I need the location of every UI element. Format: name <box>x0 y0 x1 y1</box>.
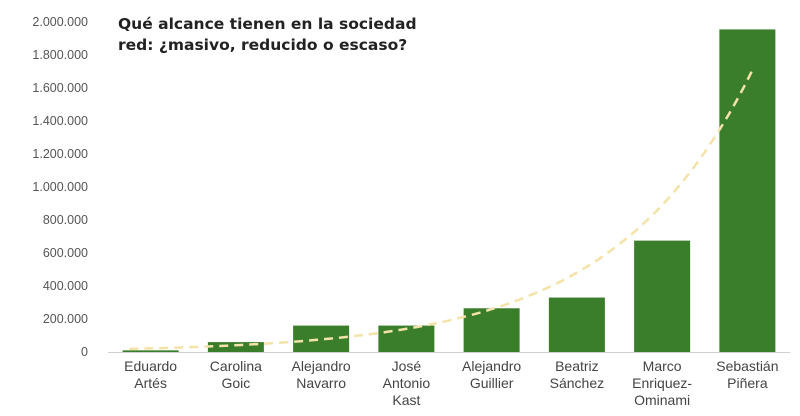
x-tick-label: Beatriz Sánchez <box>550 358 604 391</box>
y-tick-label: 200.000 <box>43 312 88 326</box>
x-tick-label: Marco Enriquez-Ominami <box>632 358 692 408</box>
y-axis: 0 200.000 400.000 600.000 800.000 1.000.000 1.… <box>32 15 88 359</box>
bar <box>634 240 691 352</box>
y-tick-label: 400.000 <box>43 279 88 293</box>
y-tick-label: 600.000 <box>43 246 88 260</box>
bar <box>122 350 179 352</box>
bars <box>122 29 776 353</box>
trendline-group <box>129 71 753 351</box>
x-tick-label: Sebastián Piñera <box>716 358 778 391</box>
bar <box>548 297 605 352</box>
bar <box>719 29 776 353</box>
x-tick-label: Eduardo Artés <box>124 358 177 391</box>
x-tick-label: José Antonio Kast <box>383 358 431 408</box>
x-tick-label: Carolina Goic <box>210 358 262 391</box>
bar <box>207 342 264 352</box>
y-tick-label: 0 <box>81 345 88 359</box>
x-axis: Eduardo Artés Carolina Goic Alejandro Navarro… <box>108 352 790 408</box>
chart-title: Qué alcance tienen en la sociedad red: ¿… <box>118 14 438 56</box>
trendline <box>129 71 753 351</box>
y-tick-label: 800.000 <box>43 213 88 227</box>
y-tick-label: 1.200.000 <box>32 147 88 161</box>
x-tick-label: Alejandro Navarro <box>292 358 351 391</box>
y-tick-label: 1.400.000 <box>32 114 88 128</box>
chart-title-line-1: Qué alcance tienen en la sociedad <box>118 15 417 33</box>
chart-title-line-2: red: ¿masivo, reducido o escaso? <box>118 36 408 54</box>
y-tick-label: 1.600.000 <box>32 81 88 95</box>
y-tick-label: 2.000.000 <box>32 15 88 29</box>
y-tick-label: 1.000.000 <box>32 180 88 194</box>
x-tick-label: Alejandro Guillier <box>462 358 521 391</box>
y-tick-label: 1.800.000 <box>32 48 88 62</box>
